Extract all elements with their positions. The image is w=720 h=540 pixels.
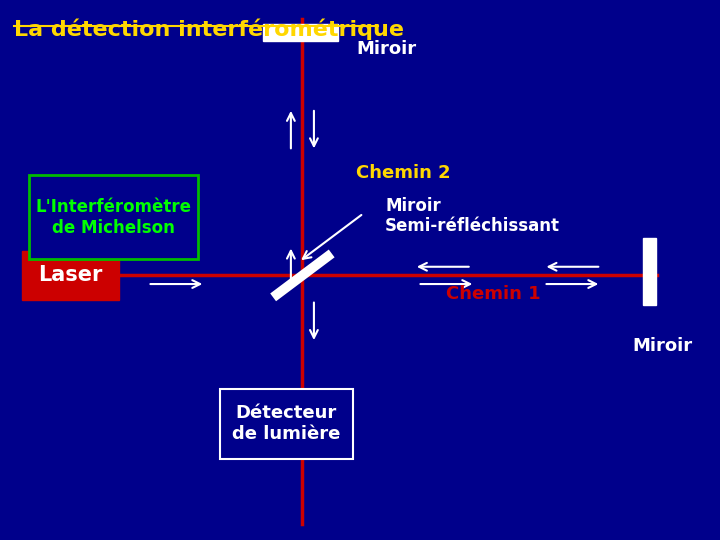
Bar xyxy=(22,251,119,300)
Text: L'Interféromètre
de Michelson: L'Interféromètre de Michelson xyxy=(35,198,192,237)
Text: Chemin 2: Chemin 2 xyxy=(356,164,451,182)
Bar xyxy=(263,24,338,40)
Text: Détecteur
de lumière: Détecteur de lumière xyxy=(232,404,341,443)
Text: La détection interférométrique: La détection interférométrique xyxy=(14,19,405,40)
Text: Miroir: Miroir xyxy=(632,336,693,355)
Text: Chemin 1: Chemin 1 xyxy=(446,285,541,303)
Text: Miroir: Miroir xyxy=(356,39,417,58)
Text: Laser: Laser xyxy=(38,265,102,286)
Bar xyxy=(220,389,353,459)
Bar xyxy=(29,176,198,259)
Text: Miroir
Semi-réfléchissant: Miroir Semi-réfléchissant xyxy=(385,197,560,235)
Bar xyxy=(643,238,656,305)
